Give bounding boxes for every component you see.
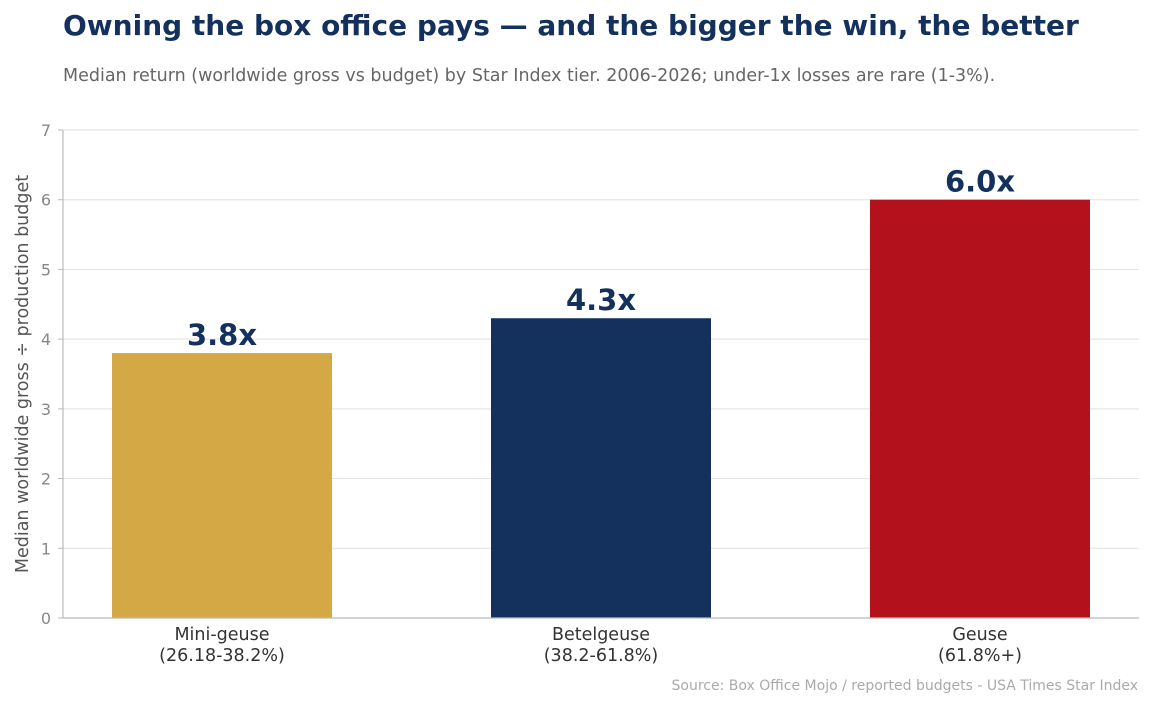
value-label: 4.3x xyxy=(566,283,636,317)
value-label: 6.0x xyxy=(945,165,1015,199)
labels: 0 1 2 3 4 5 6 7 3.8x Mini-geuse(26.18-38.2%) 4.3x B… xyxy=(41,121,1022,666)
y-tick-label: 3 xyxy=(41,400,51,419)
category-range-label: (61.8%+) xyxy=(938,646,1022,666)
y-axis-title: Median worldwide gross ÷ production budg… xyxy=(13,175,33,573)
chart-title: Owning the box office pays — and the big… xyxy=(63,9,1079,42)
y-tick-label: 4 xyxy=(41,330,51,349)
bars xyxy=(112,199,1090,618)
bar-2 xyxy=(870,199,1090,618)
y-tick-label: 2 xyxy=(41,470,51,489)
y-tick-label: 0 xyxy=(41,609,51,628)
bar-0 xyxy=(112,353,332,618)
y-tick-label: 7 xyxy=(41,121,51,140)
category-label: Mini-geuse xyxy=(174,625,269,645)
category-label: Geuse xyxy=(952,625,1007,645)
category-label: Betelgeuse xyxy=(552,625,650,645)
y-tick-label: 1 xyxy=(41,539,51,558)
y-tick-label: 6 xyxy=(41,191,51,210)
axes xyxy=(62,130,1139,619)
category-range-label: (38.2-61.8%) xyxy=(544,646,659,666)
y-tick-label: 5 xyxy=(41,260,51,279)
bar-1 xyxy=(491,318,711,618)
value-label: 3.8x xyxy=(187,318,257,352)
chart-subtitle: Median return (worldwide gross vs budget… xyxy=(63,66,996,86)
category-range-label: (26.18-38.2%) xyxy=(159,646,285,666)
chart-source: Source: Box Office Mojo / reported budge… xyxy=(671,678,1138,694)
